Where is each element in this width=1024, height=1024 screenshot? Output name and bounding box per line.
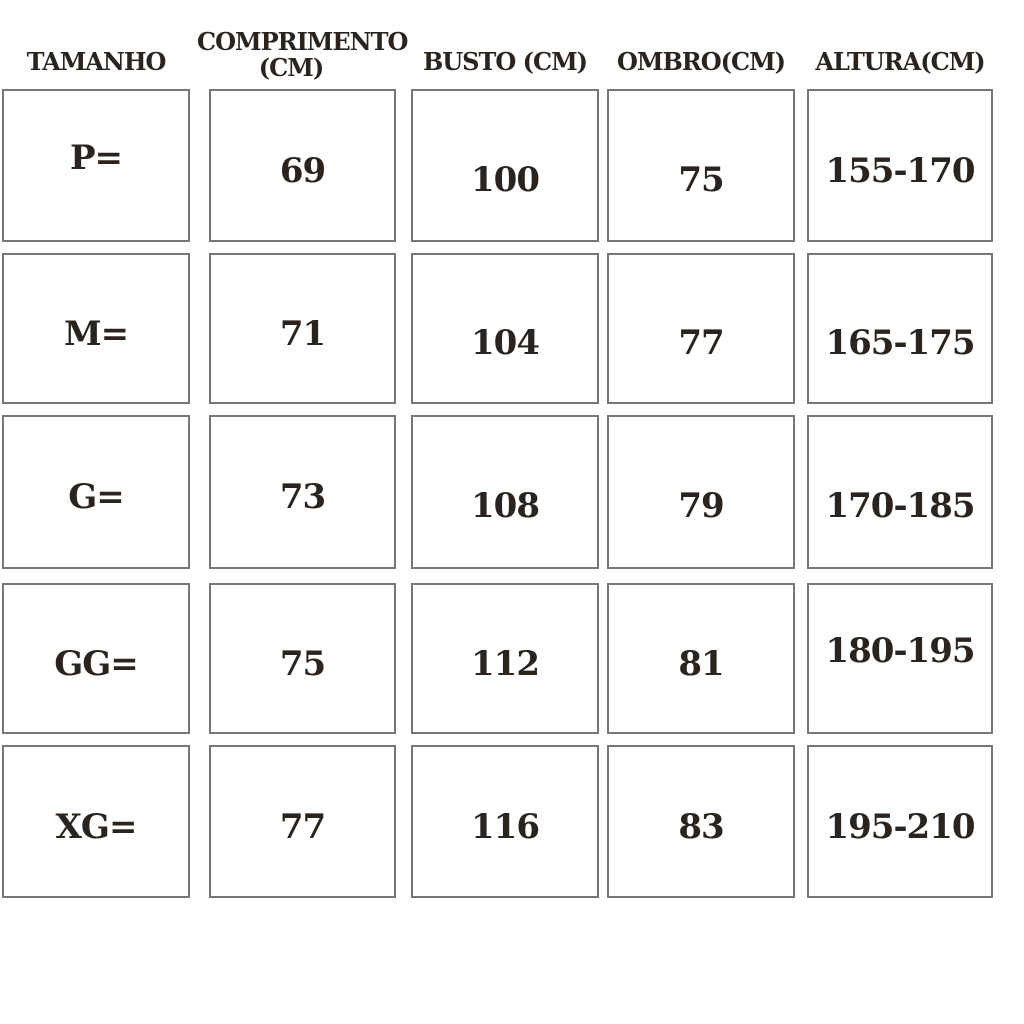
cell-xg-ombro: 83 [607,745,795,898]
cell-m-ombro: 77 [607,253,795,404]
column-header-tamanho: TAMANHO [26,47,167,76]
cell-gg-comprimento: 75 [209,583,396,734]
cell-gg-altura: 180-195 [807,583,993,734]
cell-gg-ombro: 81 [607,583,795,734]
column-header-comprimento: COMPRIMENTO (CM) [197,27,408,82]
cell-m-comprimento: 71 [209,253,396,404]
cell-m-tamanho: M= [2,253,190,404]
cell-g-busto: 108 [411,415,599,569]
cell-xg-altura: 195-210 [807,745,993,898]
cell-xg-tamanho: XG= [2,745,190,898]
cell-g-ombro: 79 [607,415,795,569]
column-header-busto: BUSTO (CM) [422,47,588,76]
cell-m-busto: 104 [411,253,599,404]
cell-g-altura: 170-185 [807,415,993,569]
cell-gg-busto: 112 [411,583,599,734]
cell-p-busto: 100 [411,89,599,242]
cell-xg-busto: 116 [411,745,599,898]
cell-gg-tamanho: GG= [2,583,190,734]
cell-g-comprimento: 73 [209,415,396,569]
column-header-comprimento-line2: (CM) [258,53,324,82]
cell-m-altura: 165-175 [807,253,993,404]
cell-p-comprimento: 69 [209,89,396,242]
cell-p-tamanho: P= [2,89,190,242]
cell-g-tamanho: G= [2,415,190,569]
column-header-ombro: OMBRO(CM) [617,47,786,76]
cell-p-ombro: 75 [607,89,795,242]
cell-p-altura: 155-170 [807,89,993,242]
cell-xg-comprimento: 77 [209,745,396,898]
column-header-altura: ALTURA(CM) [815,47,985,76]
column-header-comprimento-line1: COMPRIMENTO [197,27,408,56]
